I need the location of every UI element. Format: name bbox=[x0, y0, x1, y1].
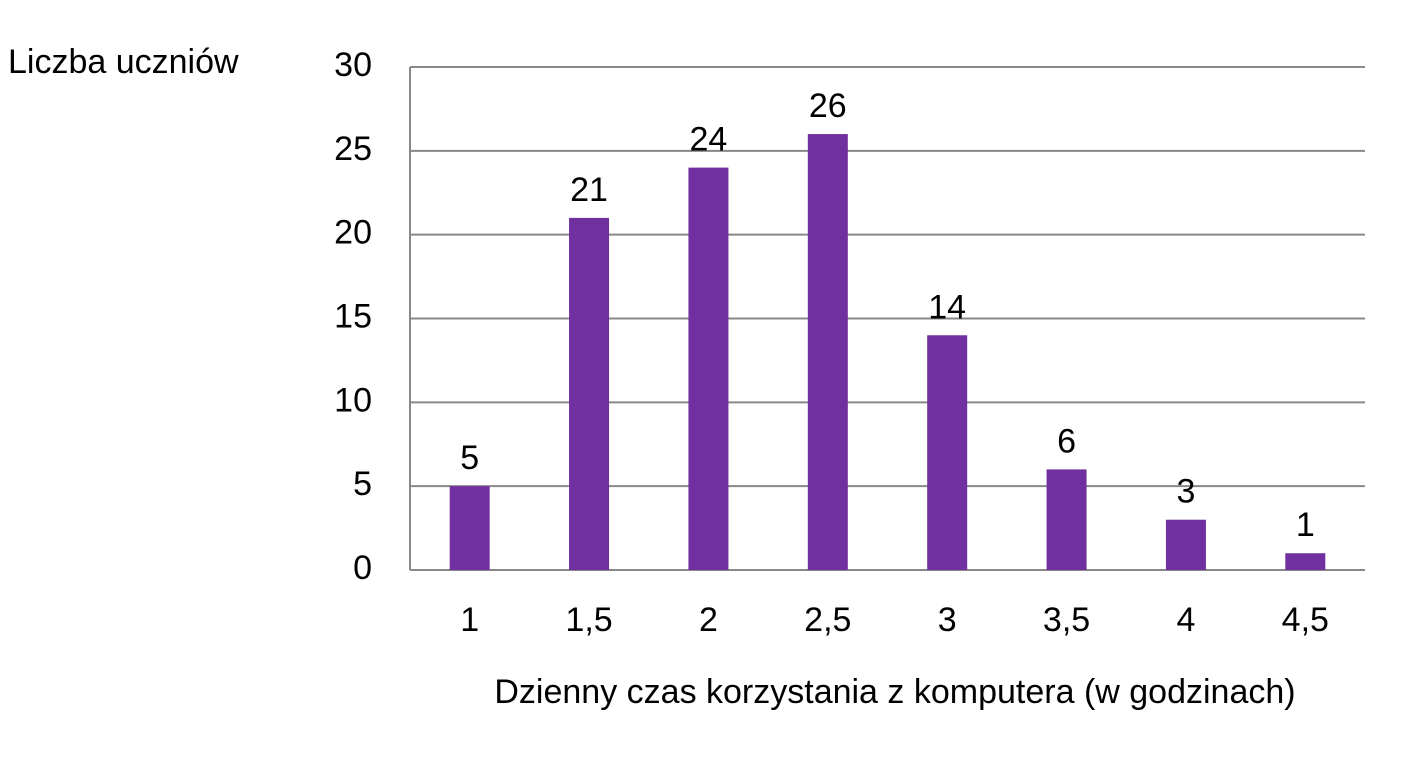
y-tick-label: 10 bbox=[334, 381, 372, 419]
y-tick-label: 15 bbox=[334, 297, 372, 335]
data-label: 3 bbox=[1176, 473, 1195, 511]
y-tick-label: 30 bbox=[334, 46, 372, 84]
y-axis-title: Liczba uczniów bbox=[8, 43, 239, 81]
data-label: 24 bbox=[690, 121, 728, 159]
data-label: 6 bbox=[1057, 422, 1076, 460]
bar bbox=[807, 134, 848, 571]
x-tick-label: 2 bbox=[699, 601, 718, 639]
bar bbox=[688, 167, 729, 570]
x-axis-title: Dzienny czas korzystania z komputera (w … bbox=[494, 673, 1295, 711]
y-tick-label: 0 bbox=[353, 549, 372, 587]
bar bbox=[927, 335, 968, 570]
x-tick-label: 1 bbox=[460, 601, 479, 639]
bar bbox=[449, 486, 490, 570]
data-label: 26 bbox=[809, 87, 847, 125]
x-tick-label: 4,5 bbox=[1282, 601, 1329, 639]
y-tick-label: 5 bbox=[353, 465, 372, 503]
x-tick-label: 1,5 bbox=[565, 601, 612, 639]
x-tick-label: 2,5 bbox=[804, 601, 851, 639]
y-tick-label: 25 bbox=[334, 130, 372, 168]
x-tick-label: 4 bbox=[1176, 601, 1195, 639]
bar bbox=[1165, 519, 1206, 570]
data-label: 5 bbox=[460, 439, 479, 477]
bar bbox=[569, 217, 610, 570]
data-label: 14 bbox=[928, 288, 966, 326]
bar bbox=[1285, 553, 1326, 570]
data-label: 21 bbox=[570, 171, 608, 209]
data-label: 1 bbox=[1296, 506, 1315, 544]
x-tick-label: 3 bbox=[938, 601, 957, 639]
x-tick-label: 3,5 bbox=[1043, 601, 1090, 639]
bar bbox=[1046, 469, 1087, 570]
y-tick-label: 20 bbox=[334, 214, 372, 252]
